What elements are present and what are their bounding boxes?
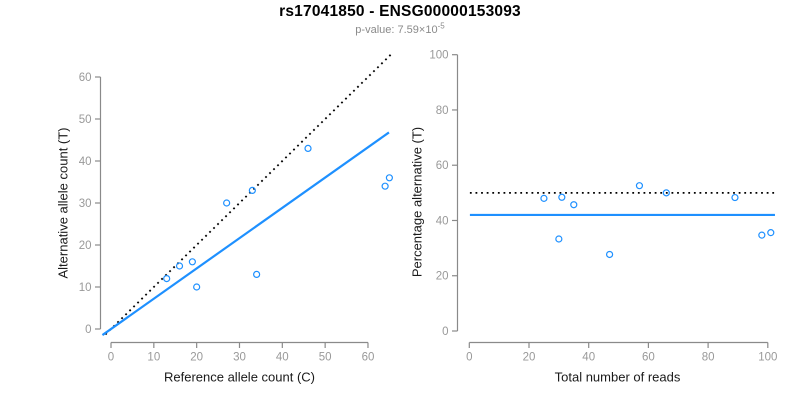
data-point xyxy=(662,189,670,197)
x-tick-label: 30 xyxy=(233,352,246,364)
x-tick-label: 20 xyxy=(190,352,203,364)
data-point xyxy=(555,235,563,243)
data-point xyxy=(635,182,644,190)
y-tick-label: 60 xyxy=(436,160,449,172)
data-point xyxy=(605,250,614,259)
y-tick-label: 0 xyxy=(442,326,448,338)
identity-line xyxy=(104,52,393,336)
pvalue-exponent: -5 xyxy=(437,21,445,31)
percentage-alternative-panel: 0 20 40 60 80 100 0 20 40 60 80 100 Total number of … xyxy=(410,50,778,385)
figure-subtitle: p-value: 7.59×10-5 xyxy=(0,21,800,36)
allele-counts-panel: 0 10 20 30 40 50 60 0 10 20 30 40 50 60 Reference alle… xyxy=(56,52,393,385)
y-tick-label: 80 xyxy=(436,105,449,117)
x-tick-label: 20 xyxy=(523,352,536,364)
data-point xyxy=(385,174,393,182)
x-tick-label: 80 xyxy=(702,352,715,364)
figure-header: rs17041850 - ENSG00000153093 p-value: 7.… xyxy=(0,0,800,36)
data-point xyxy=(175,262,184,270)
x-tick-label: 40 xyxy=(276,352,289,364)
data-point xyxy=(188,258,196,266)
x-tick-label: 50 xyxy=(319,352,332,364)
data-point xyxy=(381,182,389,190)
data-point xyxy=(570,201,578,209)
x-tick-label: 0 xyxy=(466,352,472,364)
y-tick-label: 20 xyxy=(436,271,449,283)
figure-title: rs17041850 - ENSG00000153093 xyxy=(279,3,521,20)
y-tick-label: 30 xyxy=(79,198,92,210)
x-tick-label: 100 xyxy=(758,352,777,364)
data-point xyxy=(163,275,171,283)
data-point xyxy=(304,144,312,152)
x-tick-label: 40 xyxy=(582,352,595,364)
data-point xyxy=(540,194,548,202)
data-point xyxy=(758,231,766,239)
data-point xyxy=(223,199,231,207)
x-tick-label: 60 xyxy=(362,352,375,364)
data-point xyxy=(253,270,261,278)
data-point xyxy=(193,283,201,291)
x-tick-label: 10 xyxy=(147,352,160,364)
y-tick-label: 60 xyxy=(79,72,92,84)
data-point xyxy=(558,193,566,201)
y-axis-title: Percentage alternative (T) xyxy=(410,127,425,277)
data-point xyxy=(731,193,739,202)
y-tick-label: 50 xyxy=(79,114,92,126)
y-tick-label: 20 xyxy=(79,240,92,252)
x-tick-label: 60 xyxy=(642,352,655,364)
fit-line xyxy=(101,131,390,336)
y-tick-label: 0 xyxy=(85,324,91,336)
y-tick-label: 40 xyxy=(79,156,92,168)
x-axis-title: Total number of reads xyxy=(555,370,681,385)
y-tick-label: 100 xyxy=(429,50,448,62)
x-tick-label: 0 xyxy=(108,352,114,364)
y-axis-title: Alternative allele count (T) xyxy=(56,127,71,278)
y-tick-label: 10 xyxy=(79,282,92,294)
data-point xyxy=(248,186,256,194)
data-point xyxy=(767,229,775,237)
pvalue-text: p-value: 7.59×10 xyxy=(355,24,438,36)
x-axis-title: Reference allele count (C) xyxy=(164,370,315,385)
y-tick-label: 40 xyxy=(436,215,449,227)
